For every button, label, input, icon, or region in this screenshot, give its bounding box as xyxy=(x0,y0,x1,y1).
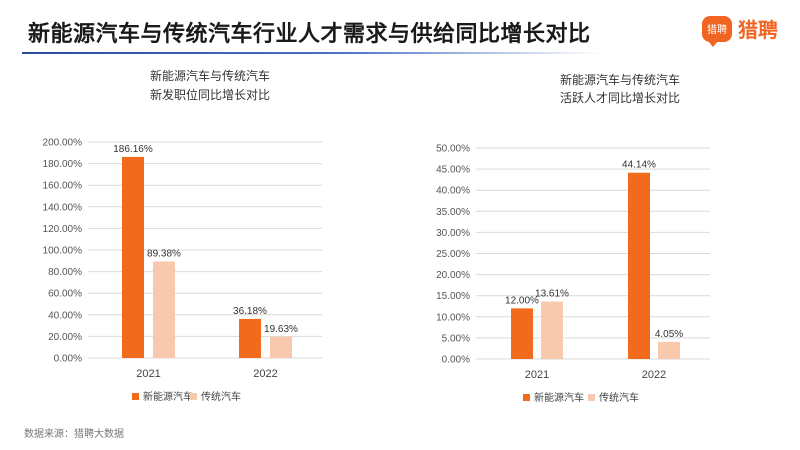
y-tick-label: 160.00% xyxy=(43,181,83,192)
bar xyxy=(153,261,175,358)
y-tick-label: 10.00% xyxy=(436,312,470,323)
legend-label: 传统汽车 xyxy=(599,391,639,404)
legend-label: 新能源汽车 xyxy=(143,390,193,403)
data-label: 186.16% xyxy=(113,144,153,155)
data-label: 36.18% xyxy=(233,306,267,317)
y-tick-label: 180.00% xyxy=(43,159,83,170)
y-tick-label: 45.00% xyxy=(436,165,470,176)
chart-title-line: 新能源汽车与传统汽车 xyxy=(150,68,270,83)
chart-title-line: 新能源汽车与传统汽车 xyxy=(560,72,680,87)
x-category-label: 2022 xyxy=(253,368,277,380)
y-tick-label: 100.00% xyxy=(43,246,83,257)
data-label: 44.14% xyxy=(622,160,656,171)
chart-title-line: 活跃人才同比增长对比 xyxy=(560,91,680,105)
x-category-label: 2021 xyxy=(136,368,160,380)
y-tick-label: 20.00% xyxy=(48,332,82,343)
brand-logo: 猎聘 猎聘 xyxy=(702,14,778,47)
bar xyxy=(511,308,533,359)
y-tick-label: 20.00% xyxy=(436,270,470,281)
y-tick-label: 25.00% xyxy=(436,249,470,260)
y-tick-label: 80.00% xyxy=(48,267,82,278)
legend-swatch xyxy=(190,393,197,400)
y-tick-label: 35.00% xyxy=(436,207,470,218)
y-tick-label: 0.00% xyxy=(54,354,82,365)
data-label: 13.61% xyxy=(535,289,569,300)
bar xyxy=(239,318,261,358)
data-label: 89.38% xyxy=(147,248,181,259)
data-label: 12.00% xyxy=(505,295,539,306)
y-tick-label: 5.00% xyxy=(442,333,470,344)
logo-text: 猎聘 xyxy=(738,18,778,42)
legend-swatch xyxy=(588,394,595,401)
bar xyxy=(658,341,680,359)
y-tick-label: 0.00% xyxy=(442,355,470,366)
data-label: 4.05% xyxy=(655,329,683,340)
data-label: 19.63% xyxy=(264,324,298,335)
bar xyxy=(628,172,650,359)
title-underline xyxy=(22,52,602,54)
y-tick-label: 30.00% xyxy=(436,228,470,239)
y-tick-label: 120.00% xyxy=(43,224,83,235)
page-title: 新能源汽车与传统汽车行业人才需求与供给同比增长对比 xyxy=(28,22,591,47)
legend-label: 传统汽车 xyxy=(201,390,241,403)
y-tick-label: 60.00% xyxy=(48,289,82,300)
bar xyxy=(270,336,292,358)
legend-label: 新能源汽车 xyxy=(534,391,584,404)
data-source-note: 数据来源：猎聘大数据 xyxy=(24,429,124,440)
x-category-label: 2021 xyxy=(525,369,549,381)
legend-swatch xyxy=(132,393,139,400)
chart-title-line: 新发职位同比增长对比 xyxy=(150,87,270,102)
legend-swatch xyxy=(523,394,530,401)
right-chart-panel: 新能源汽车与传统汽车 活跃人才同比增长对比 0.00% 5.00% 10.00% 15.0… xyxy=(400,62,800,417)
bar xyxy=(541,301,563,359)
y-tick-label: 200.00% xyxy=(43,138,83,149)
x-category-label: 2022 xyxy=(642,369,666,381)
y-tick-label: 140.00% xyxy=(43,202,83,213)
left-chart-panel: 新能源汽车与传统汽车 新发职位同比增长对比 0.00% 20.00% 40.00% 60.… xyxy=(0,62,400,417)
logo-badge-icon: 猎聘 xyxy=(702,15,732,47)
y-tick-label: 40.00% xyxy=(48,310,82,321)
y-tick-label: 40.00% xyxy=(436,186,470,197)
y-tick-label: 15.00% xyxy=(436,291,470,302)
bar xyxy=(122,156,144,358)
y-tick-label: 50.00% xyxy=(436,144,470,155)
